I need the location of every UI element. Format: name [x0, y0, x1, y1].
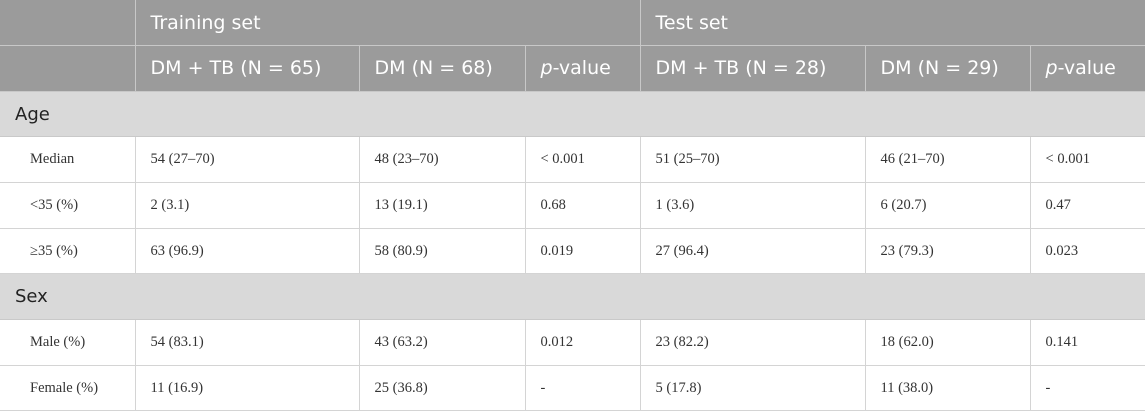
data-cell: 6 (20.7): [864, 182, 1031, 229]
data-cell: 0.141: [1029, 319, 1145, 366]
data-cell: -: [1029, 365, 1145, 411]
data-cell: 54 (83.1): [134, 319, 359, 366]
section-row: Sex: [0, 273, 1145, 321]
data-cell: 0.47: [1029, 182, 1145, 229]
header-text: DM (N = 29): [880, 57, 999, 80]
data-cell: 23 (79.3): [864, 228, 1031, 275]
italic-text: p: [1045, 57, 1058, 80]
data-row: Female (%) 11 (16.9) 25 (36.8) -5 (17.8) 11 …: [0, 365, 1145, 411]
data-cell: 0.012: [524, 319, 641, 366]
data-cell: 0.023: [1029, 228, 1145, 275]
header-row: Training set Test set: [0, 0, 1145, 47]
data-cell: 43 (63.2): [358, 319, 525, 366]
section-row: Age: [0, 91, 1145, 138]
data-row: Male (%) 54 (83.1) 43 (63.2) 0.012 23 (82.2)…: [0, 319, 1145, 366]
section-title: Age: [0, 91, 1145, 138]
data-cell: 18 (62.0): [864, 319, 1031, 366]
group-header: Training set: [134, 0, 641, 47]
column-header: DM (N = 29): [864, 45, 1031, 92]
data-cell: 1 (3.6): [639, 182, 866, 229]
header-text: -value: [1057, 57, 1116, 80]
data-cell: 46 (21–70): [864, 136, 1031, 184]
column-header: DM + TB (N = 65): [134, 45, 359, 92]
data-cell: 48 (23–70): [358, 136, 525, 184]
header-text: DM + TB (N = 28): [655, 57, 827, 80]
data-cell: 51 (25–70): [639, 136, 866, 184]
italic-text: p: [540, 57, 553, 80]
data-cell: 11 (38.0): [864, 365, 1031, 411]
row-label: Median: [0, 136, 135, 184]
column-header: p-value: [524, 45, 641, 92]
data-cell: 0.019: [524, 228, 641, 275]
header-text: DM (N = 68): [374, 57, 493, 80]
header-text: -value: [552, 57, 611, 80]
data-cell: 11 (16.9): [134, 365, 359, 411]
corner-cell: [0, 45, 135, 92]
data-cell: 23 (82.2): [639, 319, 866, 366]
section-title: Sex: [0, 273, 1145, 321]
data-row: Median 54 (27–70) 48 (23–70) < 0.001 51 (25–…: [0, 136, 1145, 184]
data-cell: 54 (27–70): [134, 136, 359, 184]
corner-cell: [0, 0, 135, 47]
column-header: DM (N = 68): [358, 45, 525, 92]
data-cell: 5 (17.8): [639, 365, 866, 411]
group-header: Test set: [639, 0, 1145, 47]
data-cell: < 0.001: [1029, 136, 1145, 184]
data-cell: 63 (96.9): [134, 228, 359, 275]
data-cell: 0.68: [524, 182, 641, 229]
row-label: Female (%): [0, 365, 135, 411]
column-header: p-value: [1029, 45, 1145, 92]
data-cell: 27 (96.4): [639, 228, 866, 275]
row-label: ≥35 (%): [0, 228, 135, 275]
row-label: Male (%): [0, 319, 135, 366]
data-cell: 58 (80.9): [358, 228, 525, 275]
row-label: <35 (%): [0, 182, 135, 229]
header-row: DM + TB (N = 65) DM (N = 68) p-value DM + T…: [0, 45, 1145, 92]
data-cell: 2 (3.1): [134, 182, 359, 229]
data-row: ≥35 (%) 63 (96.9) 58 (80.9) 0.019 27 (96.4) 2…: [0, 228, 1145, 275]
data-cell: -: [524, 365, 641, 411]
data-row: <35 (%) 2 (3.1) 13 (19.1) 0.68 1 (3.6) 6 (20.…: [0, 182, 1145, 229]
data-cell: 25 (36.8): [358, 365, 525, 411]
column-header: DM + TB (N = 28): [639, 45, 866, 92]
data-cell: 13 (19.1): [358, 182, 525, 229]
data-cell: < 0.001: [524, 136, 641, 184]
header-text: DM + TB (N = 65): [150, 57, 322, 80]
